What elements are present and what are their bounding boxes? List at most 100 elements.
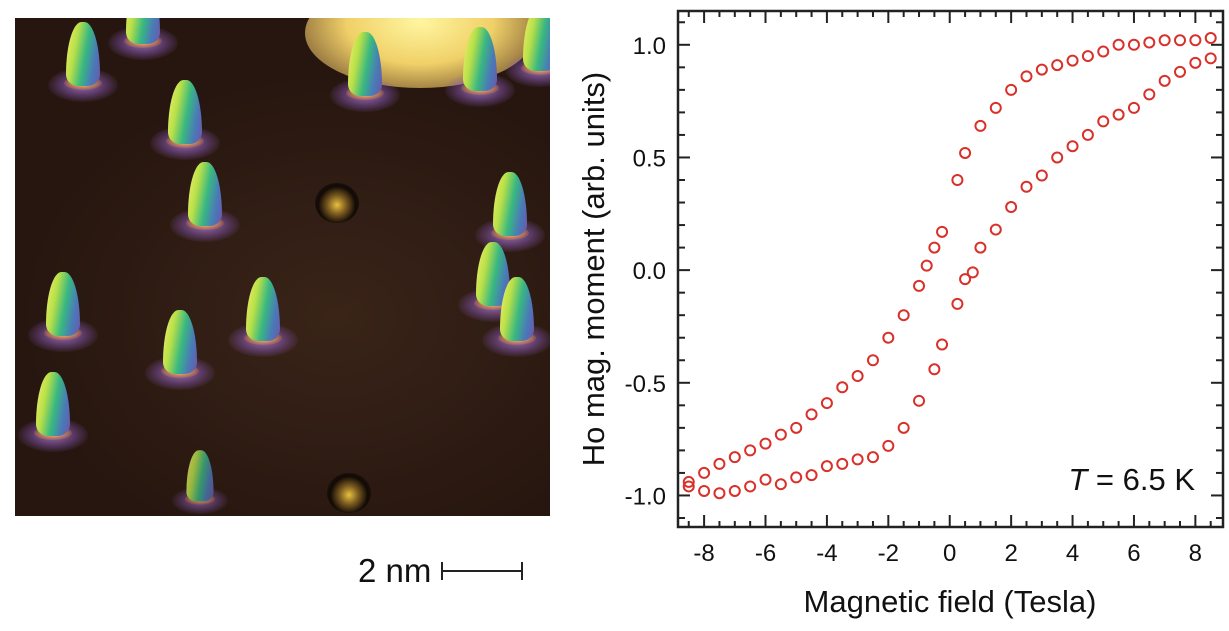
ho-atom-protrusion bbox=[28, 268, 98, 358]
data-point bbox=[790, 421, 803, 434]
data-point bbox=[882, 331, 895, 344]
data-point bbox=[1189, 34, 1202, 47]
data-point bbox=[959, 146, 972, 159]
data-point bbox=[989, 223, 1002, 236]
data-point bbox=[1097, 45, 1110, 58]
data-point bbox=[1051, 59, 1064, 72]
data-point bbox=[913, 279, 926, 292]
x-tick-label: -2 bbox=[878, 540, 899, 567]
data-point bbox=[1081, 50, 1094, 63]
ho-atom-protrusion bbox=[18, 368, 88, 458]
data-point bbox=[1174, 65, 1187, 78]
data-point bbox=[1035, 63, 1048, 76]
y-tick-label: 1.0 bbox=[633, 33, 666, 60]
y-tick-label: 0.5 bbox=[633, 145, 666, 172]
ho-atom-protrusion bbox=[228, 273, 298, 363]
data-point bbox=[1127, 101, 1140, 114]
data-point bbox=[936, 225, 949, 238]
x-tick-label: 8 bbox=[1189, 540, 1202, 567]
ho-atom-protrusion bbox=[150, 76, 220, 166]
ho-atom-protrusion bbox=[48, 18, 118, 108]
ho-atom-protrusion bbox=[505, 18, 550, 93]
data-point bbox=[851, 370, 864, 383]
data-point bbox=[1081, 128, 1094, 141]
ho-atom-protrusion bbox=[170, 158, 240, 248]
data-point bbox=[989, 101, 1002, 114]
data-point bbox=[698, 484, 711, 497]
temperature-annotation: T = 6.5 K bbox=[1068, 462, 1195, 497]
data-point bbox=[1174, 34, 1187, 47]
x-tick-label: -4 bbox=[816, 540, 837, 567]
data-point bbox=[928, 241, 941, 254]
data-point bbox=[882, 439, 895, 452]
data-point bbox=[928, 363, 941, 376]
data-point bbox=[698, 466, 711, 479]
data-point bbox=[1066, 140, 1079, 153]
data-point bbox=[820, 460, 833, 473]
data-point bbox=[682, 475, 695, 488]
scale-bar-label: 2 nm bbox=[358, 552, 432, 589]
x-tick-label: 4 bbox=[1066, 540, 1079, 567]
y-tick-label: 0.0 bbox=[633, 258, 666, 285]
data-point bbox=[897, 421, 910, 434]
data-point bbox=[820, 397, 833, 410]
y-tick-label: -1.0 bbox=[625, 483, 666, 510]
x-tick-label: 6 bbox=[1127, 540, 1140, 567]
data-point bbox=[759, 437, 772, 450]
data-point bbox=[1143, 88, 1156, 101]
data-point bbox=[713, 487, 726, 500]
data-point bbox=[1158, 74, 1171, 87]
data-point bbox=[774, 478, 787, 491]
ho-atom-protrusion bbox=[172, 447, 228, 516]
data-point bbox=[897, 309, 910, 322]
ho-atom-protrusion bbox=[330, 28, 400, 118]
data-point bbox=[805, 469, 818, 482]
data-point bbox=[936, 338, 949, 351]
data-point bbox=[966, 266, 979, 279]
data-point bbox=[744, 480, 757, 493]
data-point bbox=[1112, 108, 1125, 121]
x-tick-label: 0 bbox=[943, 540, 956, 567]
data-point bbox=[759, 473, 772, 486]
data-point bbox=[774, 428, 787, 441]
data-point bbox=[713, 457, 726, 470]
data-point bbox=[1020, 180, 1033, 193]
ho-atom-protrusion bbox=[108, 18, 178, 66]
data-point bbox=[744, 444, 757, 457]
data-point bbox=[851, 453, 864, 466]
ho-atom-protrusion bbox=[482, 273, 550, 363]
data-point bbox=[1005, 201, 1018, 214]
data-point bbox=[1189, 56, 1202, 69]
surface-defect bbox=[315, 183, 359, 223]
x-tick-label: -8 bbox=[693, 540, 714, 567]
data-point bbox=[1112, 38, 1125, 51]
data-point bbox=[913, 394, 926, 407]
data-point bbox=[836, 381, 849, 394]
stm-topography-image bbox=[15, 18, 550, 516]
x-axis-title: Magnetic field (Tesla) bbox=[804, 584, 1097, 619]
data-point bbox=[836, 457, 849, 470]
data-point bbox=[1005, 83, 1018, 96]
data-point bbox=[1066, 54, 1079, 67]
data-point bbox=[1158, 34, 1171, 47]
data-point bbox=[1143, 36, 1156, 49]
data-point bbox=[866, 451, 879, 464]
data-point bbox=[974, 241, 987, 254]
data-point bbox=[790, 471, 803, 484]
x-tick-label: -6 bbox=[755, 540, 776, 567]
data-point bbox=[974, 119, 987, 132]
data-point bbox=[920, 259, 933, 272]
surface-defect bbox=[327, 473, 371, 513]
data-point bbox=[1204, 52, 1217, 65]
ho-atom-protrusion bbox=[445, 23, 515, 113]
data-point bbox=[1035, 169, 1048, 182]
data-point bbox=[1020, 70, 1033, 83]
data-point bbox=[728, 451, 741, 464]
data-point bbox=[682, 480, 695, 493]
ho-atom-protrusion bbox=[145, 306, 215, 396]
data-point bbox=[1127, 38, 1140, 51]
data-point bbox=[1051, 151, 1064, 164]
scale-bar: 2 nm bbox=[358, 552, 524, 590]
data-point bbox=[805, 408, 818, 421]
